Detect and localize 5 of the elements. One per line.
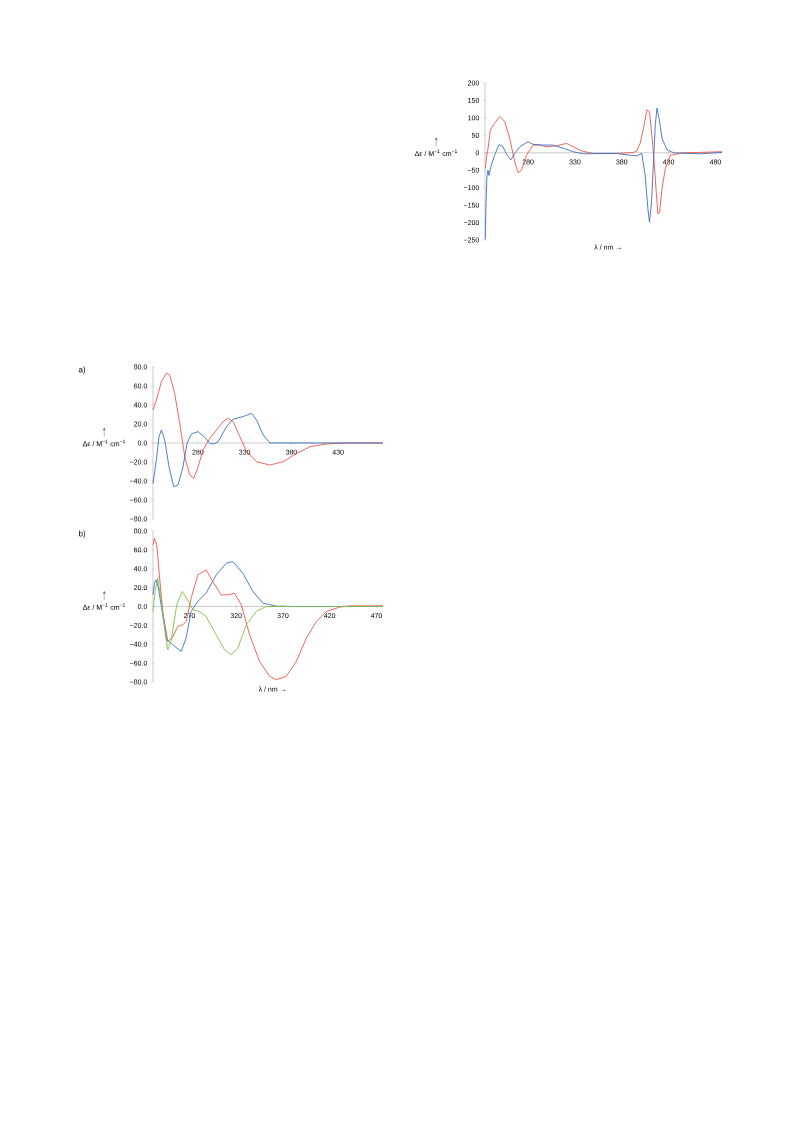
line-series — [484, 107, 723, 240]
text: a) — [78, 366, 86, 374]
line-series — [484, 109, 723, 215]
text: b) — [79, 530, 86, 538]
line-series — [152, 537, 384, 681]
